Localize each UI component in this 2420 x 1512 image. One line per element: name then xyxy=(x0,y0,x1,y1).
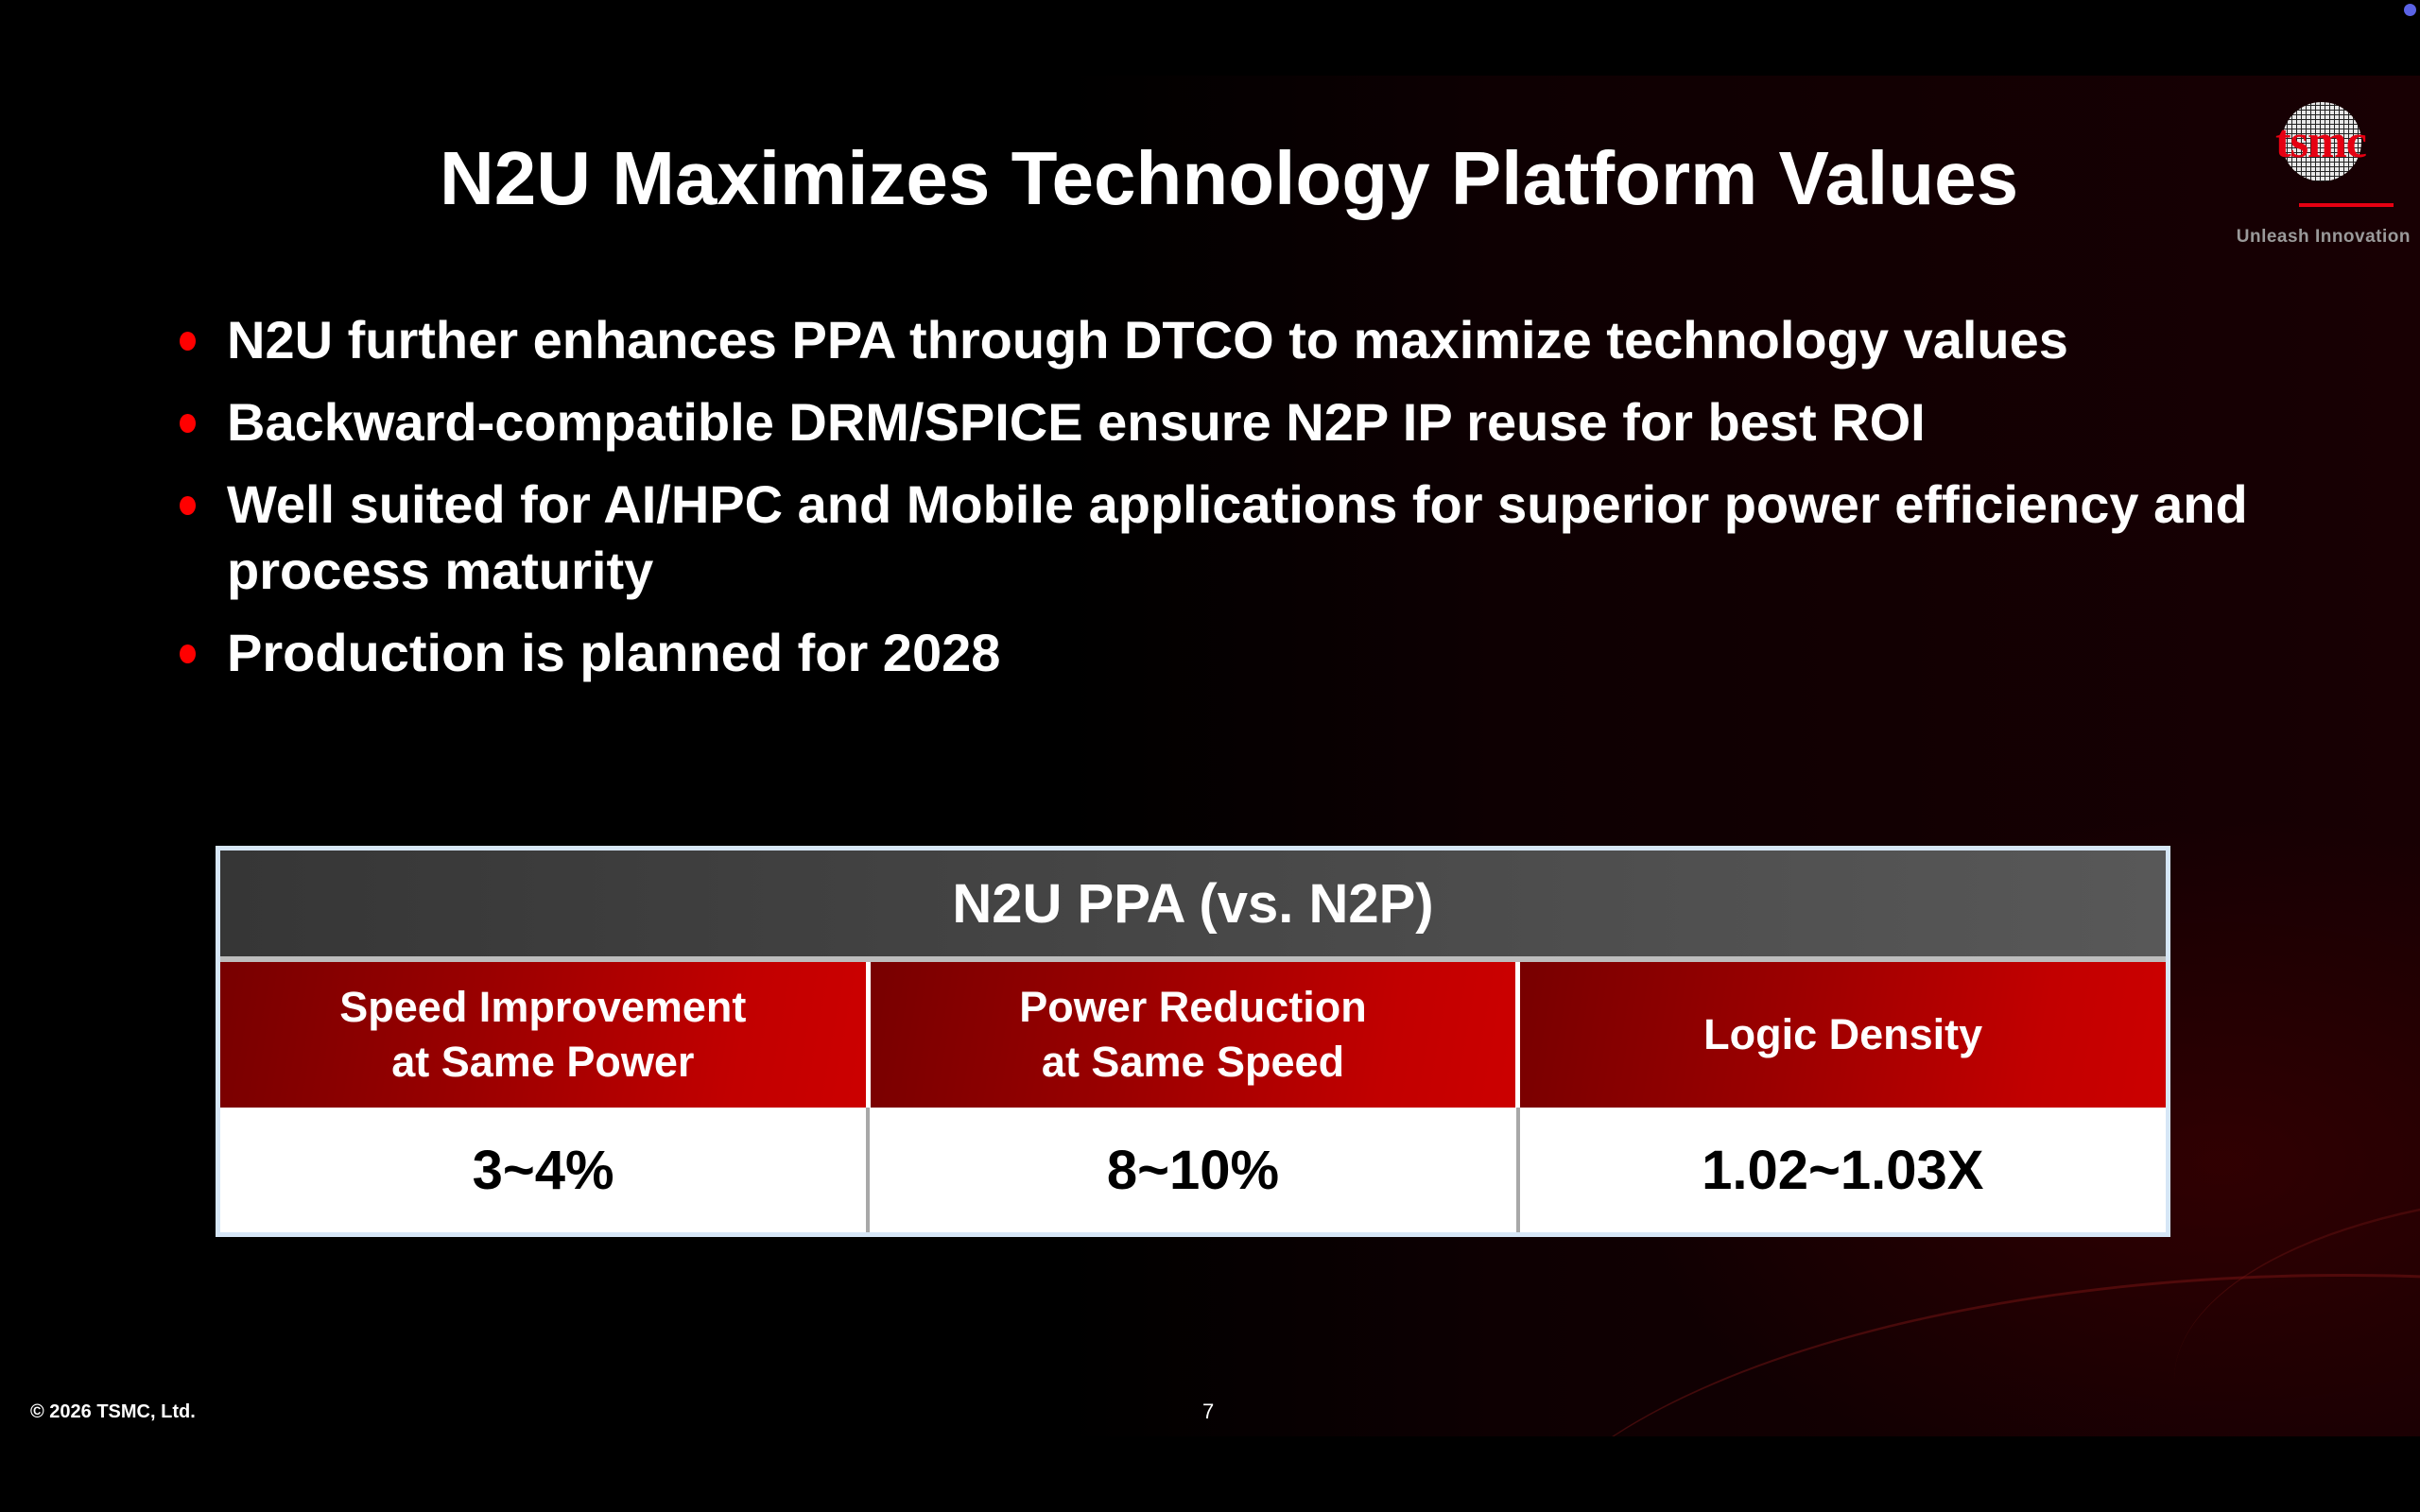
ppa-value-row: 3~4% 8~10% 1.02~1.03X xyxy=(220,1108,2166,1232)
wafer-icon xyxy=(2282,102,2361,181)
bullet-dot-icon xyxy=(180,414,196,433)
bullet-list: N2U further enhances PPA through DTCO to… xyxy=(180,307,2307,702)
ppa-table: N2U PPA (vs. N2P) Speed Improvement at S… xyxy=(216,846,2170,1237)
logo-underline xyxy=(2299,203,2394,207)
bullet-dot-icon xyxy=(180,496,196,515)
bullet-item: Production is planned for 2028 xyxy=(180,620,2307,686)
presenter-indicator-dot xyxy=(2404,4,2416,16)
bullet-text: Backward-compatible DRM/SPICE ensure N2P… xyxy=(227,392,1926,452)
bullet-text: Production is planned for 2028 xyxy=(227,623,1001,682)
background-swoosh xyxy=(2174,1191,2420,1436)
table-divider xyxy=(220,956,2166,962)
value-speed-improvement: 3~4% xyxy=(220,1108,867,1232)
logo-wordmark: tsmc xyxy=(2275,114,2367,167)
slide: N2U Maximizes Technology Platform Values… xyxy=(0,76,2420,1436)
bullet-item: Well suited for AI/HPC and Mobile applic… xyxy=(180,472,2307,604)
tsmc-logo: tsmc Unleash Innovation xyxy=(2221,94,2411,247)
label-power-reduction: Power Reduction at Same Speed xyxy=(870,962,1516,1108)
ppa-table-title: N2U PPA (vs. N2P) xyxy=(220,850,2166,956)
footer-copyright: © 2026 TSMC, Ltd. xyxy=(30,1401,196,1422)
bullet-dot-icon xyxy=(180,644,196,663)
ppa-label-row: Speed Improvement at Same Power Power Re… xyxy=(220,962,2167,1108)
value-power-reduction: 8~10% xyxy=(866,1108,1516,1232)
label-speed-improvement: Speed Improvement at Same Power xyxy=(220,962,866,1108)
logo-tagline: Unleash Innovation xyxy=(2236,227,2411,247)
page-number: 7 xyxy=(1202,1400,1215,1423)
value-logic-density: 1.02~1.03X xyxy=(1515,1108,2166,1232)
bullet-item: Backward-compatible DRM/SPICE ensure N2P… xyxy=(180,389,2307,455)
label-logic-density: Logic Density xyxy=(1520,962,2167,1108)
background-swoosh xyxy=(1494,1274,2420,1436)
bullet-text: Well suited for AI/HPC and Mobile applic… xyxy=(227,474,2248,600)
bullet-item: N2U further enhances PPA through DTCO to… xyxy=(180,307,2307,373)
bullet-text: N2U further enhances PPA through DTCO to… xyxy=(227,310,2068,369)
slide-title: N2U Maximizes Technology Platform Values xyxy=(439,136,2019,220)
bullet-dot-icon xyxy=(180,332,196,351)
